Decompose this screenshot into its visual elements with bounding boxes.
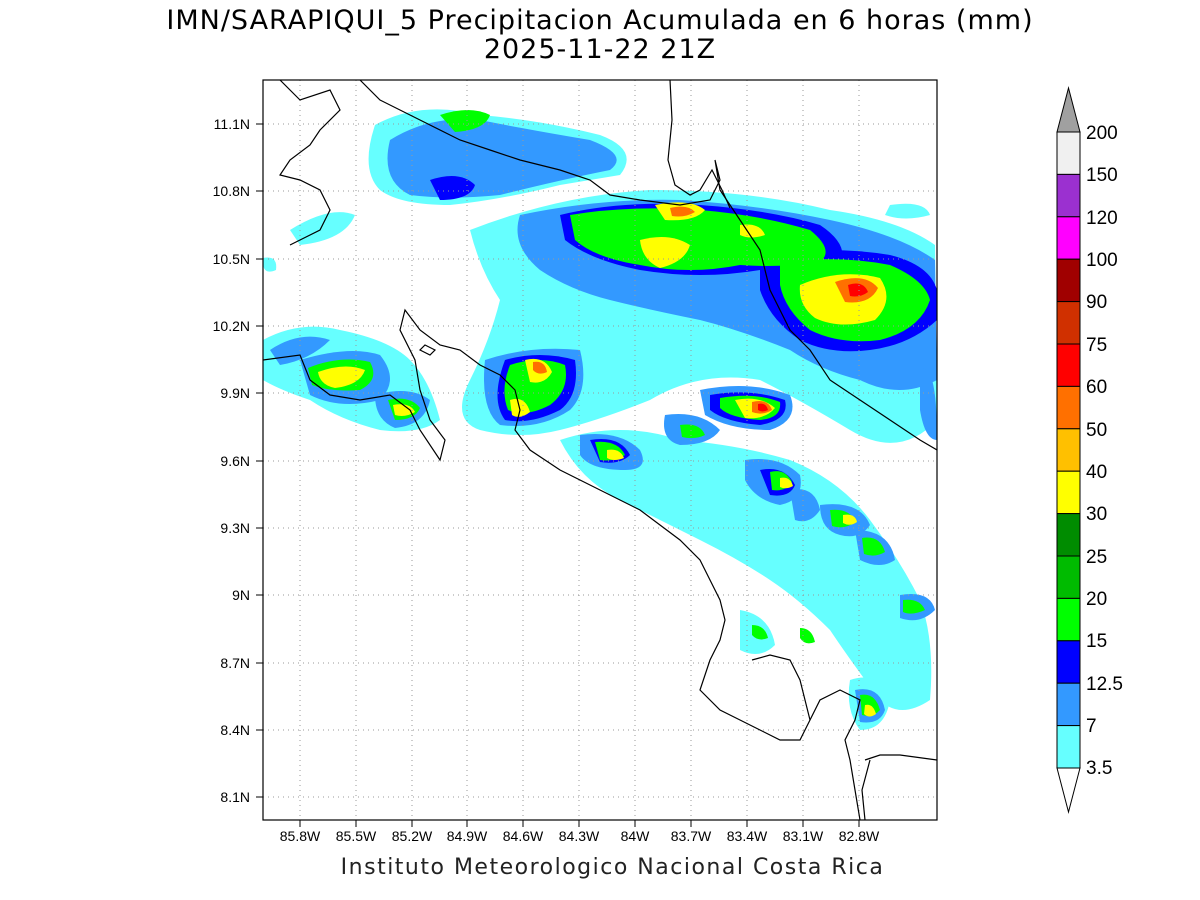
colorbar-swatch <box>1056 216 1081 260</box>
colorbar-top-arrow <box>1056 86 1081 133</box>
colorbar-swatch <box>1056 725 1081 769</box>
chart-subtitle-datetime: 2025-11-22 21Z <box>483 34 717 65</box>
colorbar-swatch <box>1056 640 1081 684</box>
colorbar-label: 30 <box>1086 504 1107 525</box>
colorbar-label: 75 <box>1086 335 1107 356</box>
precip-heavy-cores <box>533 206 878 414</box>
axis-ticks <box>256 123 860 827</box>
precipitation-field <box>263 109 937 730</box>
colorbar-swatch <box>1056 343 1081 387</box>
colorbar-label: 40 <box>1086 462 1107 483</box>
lon-label: 85.8W <box>280 828 321 844</box>
lat-label: 8.4N <box>220 722 250 738</box>
lon-label: 85.5W <box>336 828 377 844</box>
colorbar-label: 3.5 <box>1086 758 1112 779</box>
border-north <box>359 80 937 451</box>
caribbean-coast <box>667 80 731 209</box>
chart-title: IMN/SARAPIQUI_5 Precipitacion Acumulada … <box>166 5 1034 36</box>
precip-3.5mm-areas <box>263 109 937 730</box>
lon-label: 83.7W <box>671 828 712 844</box>
colorbar-label: 15 <box>1086 631 1107 652</box>
colorbar-swatch <box>1056 131 1081 175</box>
panama-border <box>861 759 871 820</box>
colorbar-swatch <box>1056 173 1081 218</box>
colorbar-label: 200 <box>1086 123 1118 144</box>
nicoya-gulf <box>418 344 437 356</box>
latitude-labels: 11.1N 10.8N 10.5N 10.2N 9.9N 9.6N 9.3N 9… <box>213 116 250 805</box>
lat-label: 9.9N <box>220 385 250 401</box>
colorbar-bottom-arrow <box>1056 767 1081 814</box>
colorbar-labels: 200 150 120 100 90 75 60 50 40 30 25 20 … <box>1086 123 1123 779</box>
lon-label: 84.9W <box>447 828 488 844</box>
colorbar-label: 50 <box>1086 420 1107 441</box>
colorbar-swatch <box>1056 470 1081 515</box>
colorbar-swatch <box>1056 682 1081 727</box>
map-frame <box>262 79 938 821</box>
colorbar-swatch <box>1056 385 1081 430</box>
lat-label: 9.6N <box>220 453 250 469</box>
colorbar-swatch <box>1056 513 1081 557</box>
colorbar-swatch <box>1056 597 1081 642</box>
lat-label: 10.8N <box>213 183 250 199</box>
colorbar-swatch <box>1056 428 1081 472</box>
lon-label: 85.2W <box>392 828 433 844</box>
colorbar-swatch <box>1056 258 1081 303</box>
nicaragua-border <box>279 80 341 246</box>
coastlines-borders <box>263 80 937 820</box>
colorbar-label: 20 <box>1086 589 1107 610</box>
longitude-labels: 85.8W 85.5W 85.2W 84.9W 84.6W 84.3W 84W … <box>280 828 880 844</box>
footer-credit: Instituto Meteorologico Nacional Costa R… <box>340 855 885 880</box>
lat-label: 9.3N <box>220 520 250 536</box>
colorbar: 200 150 120 100 90 75 60 50 40 30 25 20 … <box>1056 86 1123 814</box>
lat-label: 8.7N <box>220 655 250 671</box>
lat-label: 10.2N <box>213 318 250 334</box>
colorbar-label: 12.5 <box>1086 674 1123 695</box>
lon-label: 84.6W <box>503 828 544 844</box>
colorbar-label: 120 <box>1086 208 1118 229</box>
colorbar-swatch <box>1056 555 1081 599</box>
lon-label: 84W <box>621 828 651 844</box>
lon-label: 83.1W <box>783 828 824 844</box>
colorbar-label: 90 <box>1086 292 1107 313</box>
colorbar-label: 60 <box>1086 377 1107 398</box>
colorbar-swatches <box>1056 131 1081 769</box>
colorbar-label: 25 <box>1086 547 1107 568</box>
map-grid <box>263 80 937 820</box>
lon-label: 83.4W <box>727 828 768 844</box>
colorbar-label: 7 <box>1086 716 1097 737</box>
lat-label: 10.5N <box>213 251 250 267</box>
colorbar-label: 150 <box>1086 165 1118 186</box>
lat-label: 11.1N <box>214 116 250 132</box>
osa-peninsula <box>751 654 811 721</box>
lon-label: 84.3W <box>559 828 600 844</box>
lat-label: 9N <box>232 587 250 603</box>
lon-label: 82.8W <box>839 828 880 844</box>
colorbar-label: 100 <box>1086 250 1118 271</box>
lat-label: 8.1N <box>220 789 250 805</box>
panama-coast <box>864 754 937 761</box>
colorbar-swatch <box>1056 301 1081 345</box>
